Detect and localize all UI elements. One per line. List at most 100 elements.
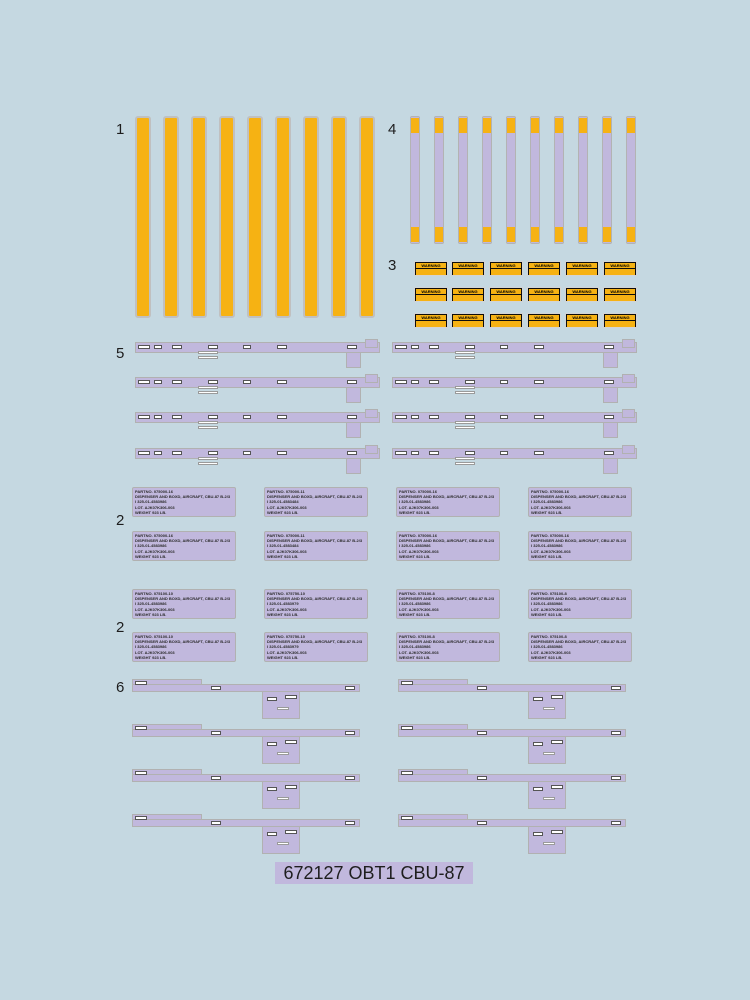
stencil-marking bbox=[285, 830, 297, 834]
data-label-line: WEIGHT 923 LB. bbox=[135, 654, 167, 660]
data-label-line: PARTNO. 075100-8 bbox=[399, 591, 435, 596]
section-number-5: 5 bbox=[116, 345, 125, 362]
stencil-marking bbox=[543, 707, 555, 710]
stencil-marking bbox=[211, 686, 221, 690]
stencil-marking bbox=[543, 797, 555, 800]
warning-decal-text-block bbox=[529, 321, 559, 327]
data-label-line: SERIAL NO. 000142 XFG FSCM 18894 bbox=[267, 559, 365, 560]
data-label-line: SERIAL NO. 000142 XFG FSCM 18894 bbox=[399, 515, 497, 516]
stencil-band bbox=[392, 377, 637, 388]
data-label-line: DISPENSER AND BOXD, AIRCRAFT, CBU-87 B-2… bbox=[399, 494, 495, 500]
stencil-marking bbox=[198, 426, 218, 429]
data-label: PARTNO. 075750-10 DISPENSER AND BOXD, AIR… bbox=[264, 632, 368, 662]
warning-decal-text-block bbox=[491, 321, 521, 327]
warning-decal-text-block bbox=[529, 295, 559, 301]
stencil-band bbox=[135, 342, 380, 353]
warning-decal-word: WARNING bbox=[605, 315, 635, 320]
stencil-marking bbox=[611, 776, 621, 780]
stencil-marking bbox=[401, 816, 413, 820]
stencil-marking bbox=[277, 707, 289, 710]
yellow-stripe bbox=[219, 116, 235, 318]
stencil-marking bbox=[138, 451, 150, 455]
data-label-line: PARTNO. 075100-8 bbox=[399, 634, 435, 639]
data-label-line: SERIAL NO. 000142 XFG FSCM 18894 bbox=[267, 617, 365, 618]
data-label-line: WEIGHT 923 LB. bbox=[267, 654, 299, 660]
data-label: PARTNO. 075000-16 DISPENSER AND BOXD, AIR… bbox=[132, 531, 236, 561]
yellow-stripe bbox=[191, 116, 207, 318]
stencil-marking bbox=[243, 380, 251, 384]
stencil-marking bbox=[211, 731, 221, 735]
stencil-band-end-tab bbox=[365, 409, 378, 418]
warning-decal-word: WARNING bbox=[567, 263, 597, 268]
data-label-line: I 325-01-4583986 bbox=[531, 644, 563, 650]
stencil-marking bbox=[172, 345, 182, 349]
lavender-stripe bbox=[434, 116, 444, 244]
stencil-marking bbox=[533, 742, 543, 746]
data-label-line: DISPENSER AND BOXD, AIRCRAFT, CBU-87 B-2… bbox=[135, 639, 231, 645]
data-label: PARTNO. 075000-11 DISPENSER AND BOXD, AIR… bbox=[264, 487, 368, 517]
data-label-line: WEIGHT 923 LB. bbox=[531, 611, 563, 617]
stencil-marking bbox=[411, 345, 419, 349]
warning-decal-word: WARNING bbox=[529, 263, 559, 268]
data-label-line: SERIAL NO. 000142 XFG FSCM 18894 bbox=[135, 660, 233, 661]
stencil-marking bbox=[477, 686, 487, 690]
stencil-marking bbox=[604, 345, 614, 349]
data-label-line: SERIAL NO. 000142 XFG FSCM 18894 bbox=[267, 660, 365, 661]
yellow-stripe bbox=[135, 116, 151, 318]
data-label-line: PARTNO. 075100-10 bbox=[135, 634, 173, 639]
stencil-band bbox=[135, 448, 380, 459]
data-label-line: PARTNO. 075750-10 bbox=[267, 591, 305, 596]
data-label-line: I 325-01-4583986 bbox=[531, 499, 563, 505]
stencil-band bbox=[135, 412, 380, 423]
data-label-line: WEIGHT 923 LB. bbox=[399, 611, 431, 617]
warning-decal-word: WARNING bbox=[491, 263, 521, 268]
warning-decal-word: WARNING bbox=[491, 289, 521, 294]
warning-decal-text-block bbox=[567, 269, 597, 275]
data-label: PARTNO. 075000-16 DISPENSER AND BOXD, AIR… bbox=[396, 531, 500, 561]
warning-decal-word: WARNING bbox=[605, 289, 635, 294]
stencil-marking bbox=[411, 451, 419, 455]
stencil-marking bbox=[551, 830, 563, 834]
lavender-stripe bbox=[578, 116, 588, 244]
lavender-stripe bbox=[626, 116, 636, 244]
stencil-marking bbox=[208, 451, 218, 455]
warning-decal-word: WARNING bbox=[529, 289, 559, 294]
stencil-marking bbox=[395, 415, 407, 419]
data-label-line: WEIGHT 923 LB. bbox=[135, 611, 167, 617]
warning-decal-text-block bbox=[453, 295, 483, 301]
data-label-line: PARTNO. 075000-16 bbox=[135, 489, 173, 494]
stencil-marking bbox=[455, 426, 475, 429]
stencil-marking bbox=[135, 771, 147, 775]
yellow-stripe bbox=[331, 116, 347, 318]
data-label-line: DISPENSER AND BOXD, AIRCRAFT, CBU-87 B-2… bbox=[399, 596, 495, 602]
data-label-line: I 325-01-4583986 bbox=[531, 543, 563, 549]
data-label-line: WEIGHT 923 LB. bbox=[267, 553, 299, 559]
stencil-marking bbox=[455, 386, 475, 389]
stencil-band-tab bbox=[528, 826, 566, 854]
data-label-line: LOT. AJK07K306-003 bbox=[531, 504, 571, 510]
stencil-band bbox=[398, 684, 626, 692]
stencil-marking bbox=[211, 821, 221, 825]
stencil-marking bbox=[429, 415, 439, 419]
stencil-band bbox=[135, 377, 380, 388]
stencil-marking bbox=[534, 415, 544, 419]
yellow-stripe bbox=[275, 116, 291, 318]
warning-decal-word: WARNING bbox=[416, 315, 446, 320]
stencil-marking bbox=[267, 742, 277, 746]
warning-decal: WARNING bbox=[489, 313, 523, 328]
data-label-line: SERIAL NO. 000142 XFG FSCM 18894 bbox=[399, 660, 497, 661]
warning-decal-text-block bbox=[453, 321, 483, 327]
lavender-stripe bbox=[458, 116, 468, 244]
data-label: PARTNO. 075100-8 DISPENSER AND BOXD, AIRC… bbox=[528, 589, 632, 619]
stencil-marking bbox=[198, 356, 218, 359]
stencil-marking bbox=[172, 415, 182, 419]
data-label-line: I 325-01-4583484 bbox=[267, 499, 299, 505]
yellow-stripe bbox=[163, 116, 179, 318]
data-label: PARTNO. 075100-8 DISPENSER AND BOXD, AIRC… bbox=[396, 632, 500, 662]
stencil-band bbox=[392, 342, 637, 353]
stencil-marking bbox=[277, 797, 289, 800]
stencil-marking bbox=[395, 451, 407, 455]
stencil-marking bbox=[500, 451, 508, 455]
stencil-band-end-tab bbox=[622, 445, 635, 454]
data-label-line: SERIAL NO. 000142 XFG FSCM 18894 bbox=[531, 617, 629, 618]
